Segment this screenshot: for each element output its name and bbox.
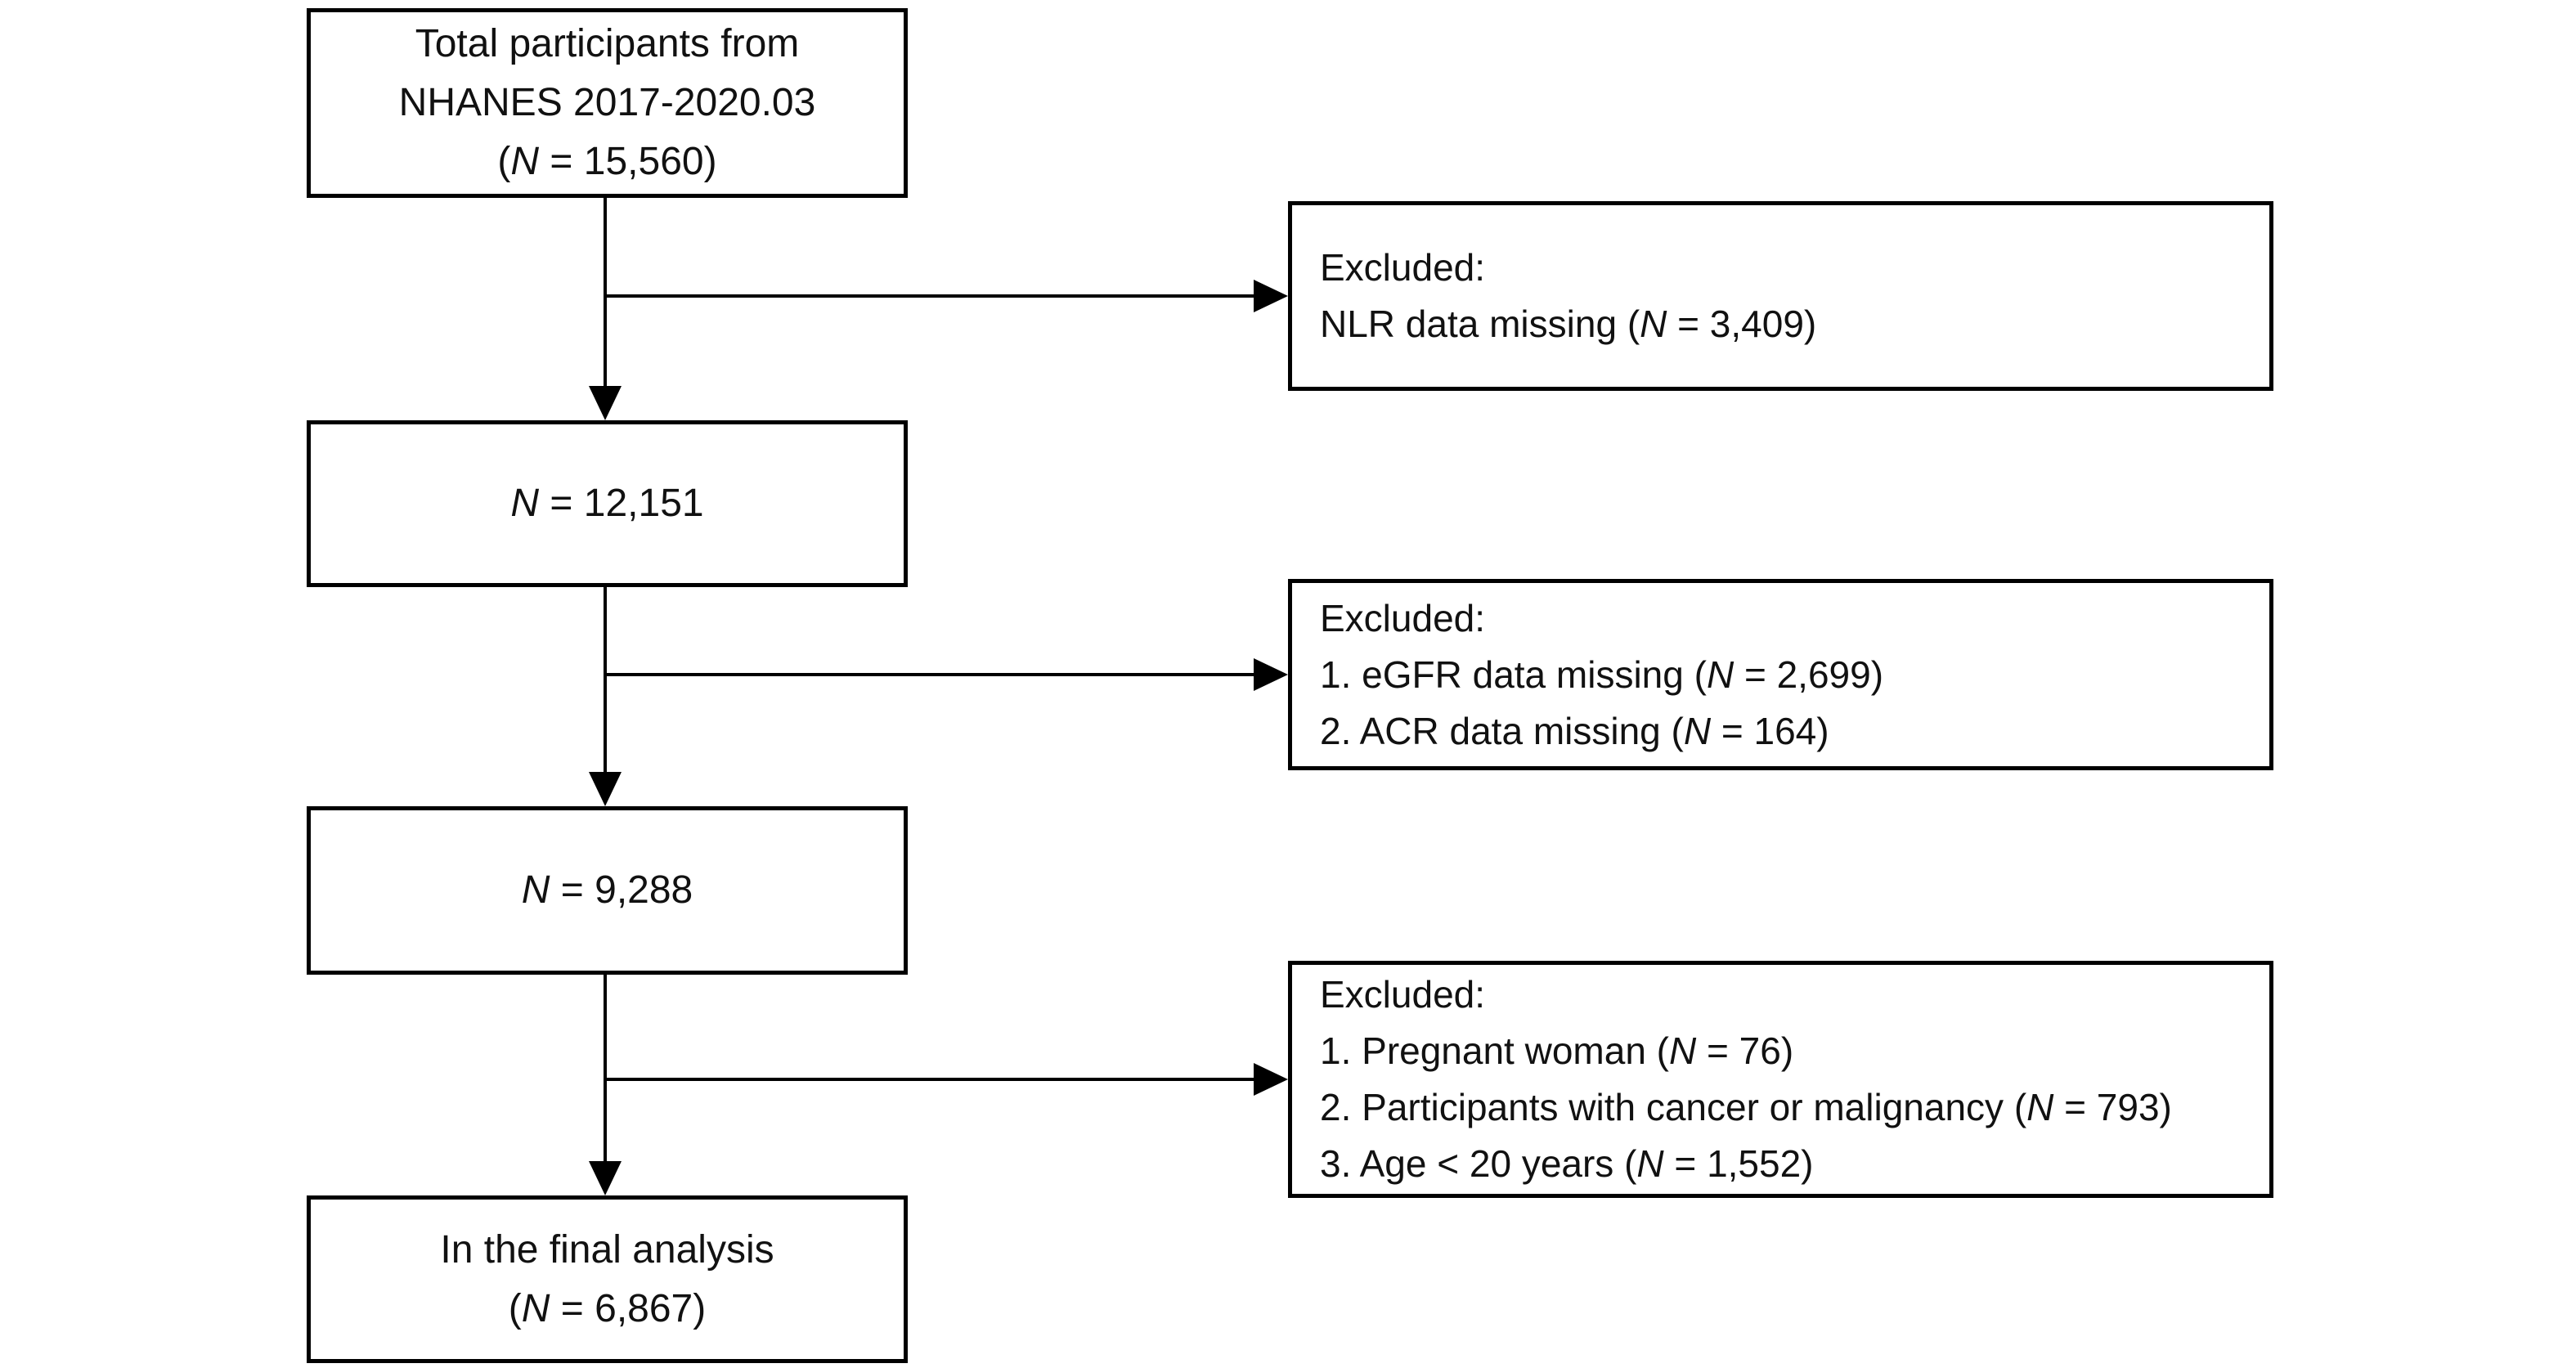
flow-box-text-line: 1. Pregnant woman (N = 76) (1320, 1029, 1794, 1072)
connector-line-n12151-to-n9288 (604, 587, 607, 772)
flow-box-text-line: NHANES 2017-2020.03 (398, 81, 816, 124)
flow-box-text-line: NLR data missing (N = 3,409) (1320, 303, 1817, 345)
branch-line-to-excluded-2 (605, 673, 1254, 676)
flow-box-excluded-2: Excluded: 1. eGFR data missing (N = 2,69… (1288, 579, 2273, 770)
flow-box-excluded-1: Excluded: NLR data missing (N = 3,409) (1288, 201, 2273, 391)
flow-box-text-line: N = 12,151 (510, 482, 704, 525)
flow-box-n-9288: N = 9,288 (307, 806, 908, 975)
flow-box-excluded-3: Excluded: 1. Pregnant woman (N = 76) 2. … (1288, 961, 2273, 1198)
flow-box-total-participants: Total participants from NHANES 2017-2020… (307, 8, 908, 198)
branch-line-to-excluded-1 (605, 294, 1254, 298)
connector-line-n9288-to-final (604, 975, 607, 1161)
arrow-right-icon (1254, 1063, 1288, 1096)
flow-box-text-line: 2. Participants with cancer or malignanc… (1320, 1086, 2172, 1128)
flow-box-text-line: Total participants from (415, 22, 800, 65)
arrow-down-icon (589, 386, 622, 420)
flow-box-text-line: (N = 15,560) (497, 140, 717, 183)
arrow-right-icon (1254, 658, 1288, 691)
flow-box-text-line: Excluded: (1320, 973, 1486, 1016)
branch-line-to-excluded-3 (605, 1078, 1254, 1081)
flow-box-text-line: In the final analysis (440, 1227, 774, 1272)
flow-box-text-line: (N = 6,867) (508, 1286, 707, 1330)
flow-box-text-line: Excluded: (1320, 246, 1486, 289)
flow-box-text-line: 2. ACR data missing (N = 164) (1320, 709, 1829, 752)
arrow-down-icon (589, 772, 622, 806)
flow-box-text-line: 3. Age < 20 years (N = 1,552) (1320, 1142, 1814, 1185)
flow-box-text-line: Excluded: (1320, 596, 1486, 639)
flow-box-n-12151: N = 12,151 (307, 420, 908, 587)
flow-box-text-line: 1. eGFR data missing (N = 2,699) (1320, 653, 1884, 696)
connector-line-total-to-n12151 (604, 198, 607, 386)
arrow-down-icon (589, 1161, 622, 1195)
flow-box-text-line: N = 9,288 (521, 868, 693, 912)
arrow-right-icon (1254, 280, 1288, 312)
flow-box-final-analysis: In the final analysis (N = 6,867) (307, 1195, 908, 1363)
